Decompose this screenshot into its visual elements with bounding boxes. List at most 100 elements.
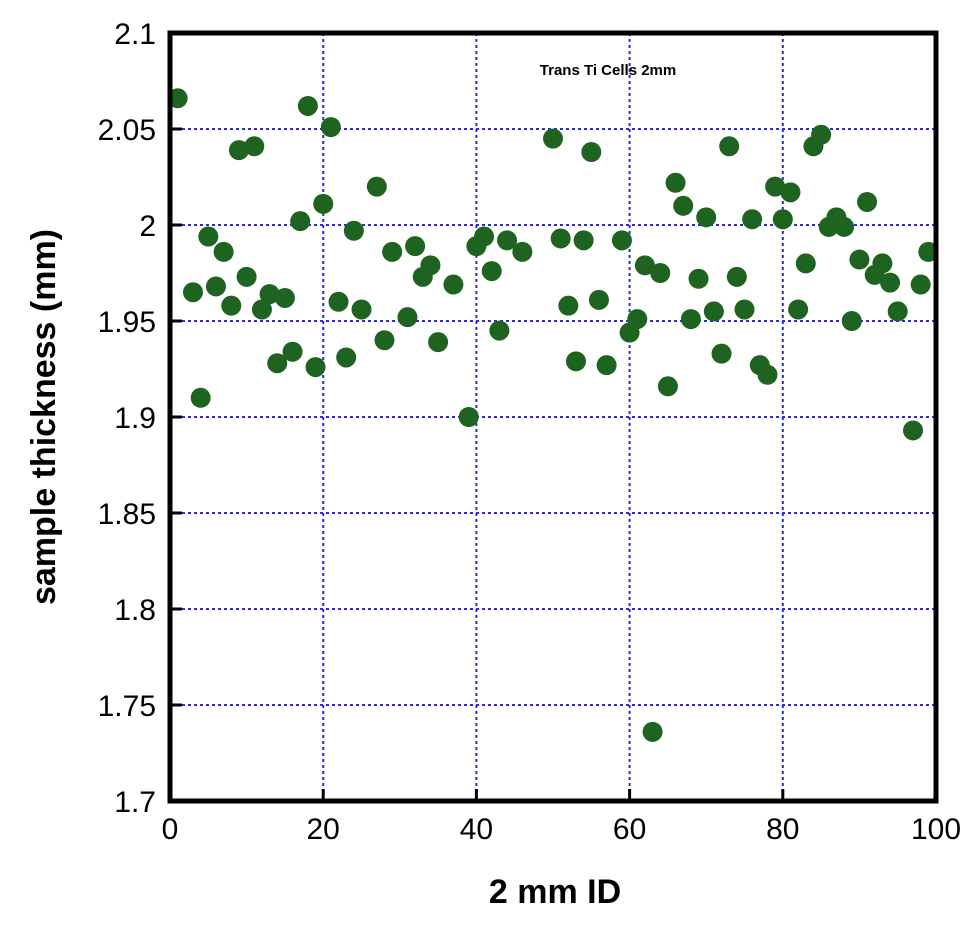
data-point — [581, 142, 602, 163]
x-tick-label: 20 — [307, 813, 340, 846]
data-point — [320, 117, 341, 138]
data-point — [328, 291, 349, 312]
data-point — [305, 357, 326, 378]
chart-title: Trans Ti Cells 2mm — [540, 62, 676, 79]
data-point — [903, 420, 924, 441]
data-point — [757, 364, 778, 385]
data-point — [236, 266, 257, 287]
data-point — [382, 241, 403, 262]
data-point — [711, 343, 732, 364]
data-point — [274, 287, 295, 308]
data-point — [267, 353, 288, 374]
data-point — [343, 220, 364, 241]
data-point — [910, 274, 931, 295]
data-point — [918, 241, 939, 262]
data-point — [872, 253, 893, 274]
data-point — [849, 249, 870, 270]
data-point — [696, 207, 717, 228]
x-tick-label: 0 — [162, 813, 179, 846]
y-tick-label: 1.9 — [114, 402, 156, 435]
y-tick-label: 2 — [139, 210, 156, 243]
y-tick-label: 1.7 — [114, 786, 156, 819]
data-point — [611, 230, 632, 251]
data-point — [650, 263, 671, 283]
data-point — [627, 309, 648, 330]
data-point — [420, 255, 441, 276]
y-tick-label: 1.75 — [98, 690, 156, 723]
data-point — [887, 301, 908, 322]
data-point — [795, 253, 816, 274]
data-point — [880, 272, 901, 293]
y-tick-label: 1.85 — [98, 498, 156, 531]
data-point — [811, 124, 832, 145]
data-point — [788, 299, 809, 320]
data-point — [428, 332, 449, 353]
x-axis-label: 2 mm ID — [489, 873, 621, 911]
data-point — [634, 255, 655, 276]
data-point — [366, 176, 387, 197]
data-point — [213, 241, 234, 262]
data-point — [221, 295, 242, 316]
data-point — [205, 276, 226, 297]
data-point — [336, 347, 357, 368]
data-point — [734, 299, 755, 320]
data-point — [834, 216, 855, 237]
data-point — [657, 376, 678, 397]
data-point — [565, 351, 586, 372]
data-point — [244, 136, 265, 157]
data-point — [297, 95, 318, 116]
y-tick-label: 2.05 — [98, 114, 156, 147]
data-point — [719, 136, 740, 157]
data-point — [351, 299, 372, 320]
data-point — [573, 230, 594, 251]
y-tick-label: 1.8 — [114, 594, 156, 627]
data-point — [765, 176, 786, 197]
data-points — [167, 88, 939, 742]
data-point — [251, 299, 272, 320]
data-point — [665, 172, 686, 193]
x-tick-label: 40 — [460, 813, 493, 846]
data-point — [596, 355, 617, 376]
data-point — [198, 226, 219, 247]
data-point — [550, 228, 571, 249]
data-point — [780, 182, 801, 203]
y-tick-labels: 1.7 1.75 1.8 1.85 1.9 1.95 2 2.05 2.1 — [98, 18, 156, 819]
data-point — [443, 274, 464, 295]
x-tick-label: 100 — [911, 813, 961, 846]
plot-frame — [167, 30, 939, 804]
data-point — [458, 407, 479, 427]
y-axis-label: sample thickness (mm) — [25, 229, 63, 605]
data-point — [742, 209, 763, 230]
data-point — [282, 341, 303, 362]
data-point — [259, 284, 280, 305]
data-point — [558, 295, 579, 316]
data-point — [726, 266, 747, 287]
data-point — [673, 195, 694, 216]
data-point — [512, 241, 533, 262]
data-point — [680, 309, 701, 330]
data-point — [703, 301, 724, 322]
data-point — [772, 209, 793, 230]
x-tick-label: 60 — [613, 813, 646, 846]
data-point — [857, 191, 878, 212]
data-point — [489, 320, 510, 341]
data-point — [374, 330, 395, 351]
y-tick-label: 1.95 — [98, 306, 156, 339]
y-tick-label: 2.1 — [114, 18, 156, 51]
x-tick-label: 80 — [766, 813, 799, 846]
data-point — [190, 387, 211, 408]
data-point — [182, 282, 203, 303]
data-point — [397, 307, 418, 328]
data-point — [688, 268, 709, 289]
data-point — [481, 261, 502, 282]
x-tick-labels: 0 20 40 60 80 100 — [162, 813, 961, 846]
data-point — [588, 289, 609, 310]
data-point — [841, 311, 862, 331]
data-point — [313, 193, 334, 214]
data-point — [642, 721, 663, 742]
data-point — [543, 128, 563, 149]
data-point — [474, 226, 495, 247]
data-point — [290, 211, 311, 232]
data-point — [228, 140, 249, 161]
